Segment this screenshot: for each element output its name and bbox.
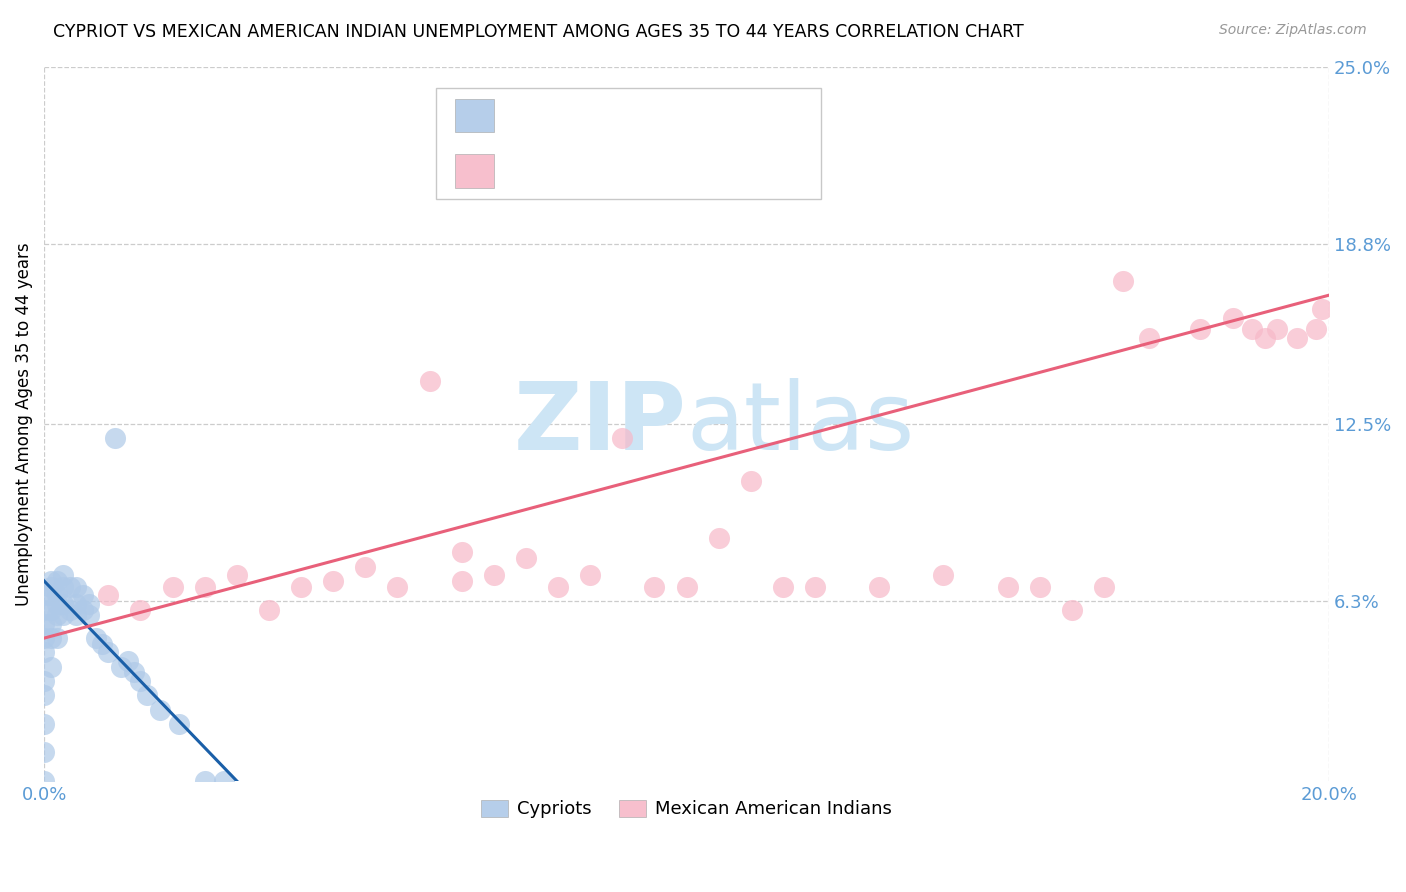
Point — [110, 659, 132, 673]
Point — [1060, 602, 1083, 616]
Point — [90, 637, 112, 651]
Point — [72, 588, 94, 602]
Point — [167, 716, 190, 731]
Point — [1112, 274, 1135, 288]
Point — [52, 568, 75, 582]
Point — [52, 597, 75, 611]
Point — [65, 608, 87, 623]
Point — [612, 431, 634, 445]
Point — [1312, 302, 1334, 317]
Point — [46, 597, 69, 611]
Point — [84, 631, 107, 645]
Point — [707, 531, 730, 545]
Point — [32, 631, 55, 645]
Point — [32, 602, 55, 616]
Point — [643, 580, 665, 594]
Point — [194, 774, 217, 789]
Point — [52, 608, 75, 623]
Point — [1222, 311, 1244, 326]
Point — [322, 574, 344, 588]
Point — [32, 645, 55, 659]
Point — [39, 602, 62, 616]
Point — [1240, 322, 1263, 336]
Point — [32, 716, 55, 731]
Point — [579, 568, 602, 582]
Point — [1029, 580, 1052, 594]
Point — [59, 602, 82, 616]
Point — [997, 580, 1019, 594]
Point — [194, 580, 217, 594]
Point — [387, 580, 409, 594]
Point — [1253, 331, 1275, 345]
Point — [97, 588, 120, 602]
Point — [32, 588, 55, 602]
Point — [46, 588, 69, 602]
Point — [162, 580, 184, 594]
Text: ZIP: ZIP — [513, 378, 686, 470]
Point — [515, 551, 537, 566]
Point — [65, 580, 87, 594]
Point — [46, 631, 69, 645]
Point — [77, 608, 100, 623]
Point — [868, 580, 890, 594]
Point — [482, 568, 505, 582]
Point — [39, 616, 62, 631]
Point — [59, 580, 82, 594]
Point — [450, 545, 472, 559]
Point — [1305, 322, 1327, 336]
Point — [39, 588, 62, 602]
Point — [740, 474, 762, 488]
Point — [39, 631, 62, 645]
Point — [354, 559, 377, 574]
Point — [32, 688, 55, 702]
Point — [117, 654, 139, 668]
Point — [32, 616, 55, 631]
Point — [39, 580, 62, 594]
Y-axis label: Unemployment Among Ages 35 to 44 years: Unemployment Among Ages 35 to 44 years — [15, 242, 32, 606]
Point — [46, 574, 69, 588]
Point — [97, 645, 120, 659]
Point — [225, 568, 247, 582]
Text: CYPRIOT VS MEXICAN AMERICAN INDIAN UNEMPLOYMENT AMONG AGES 35 TO 44 YEARS CORREL: CYPRIOT VS MEXICAN AMERICAN INDIAN UNEMP… — [53, 23, 1024, 41]
Point — [77, 597, 100, 611]
Point — [290, 580, 312, 594]
Point — [129, 602, 152, 616]
Point — [257, 602, 280, 616]
Point — [39, 574, 62, 588]
Point — [149, 702, 172, 716]
Point — [675, 580, 697, 594]
Point — [52, 580, 75, 594]
Point — [450, 574, 472, 588]
Point — [1189, 322, 1212, 336]
Point — [32, 774, 55, 789]
Point — [135, 688, 157, 702]
Point — [129, 673, 152, 688]
Point — [1267, 322, 1289, 336]
Point — [772, 580, 794, 594]
Point — [32, 673, 55, 688]
Legend: Cypriots, Mexican American Indians: Cypriots, Mexican American Indians — [474, 792, 898, 826]
Text: Source: ZipAtlas.com: Source: ZipAtlas.com — [1219, 23, 1367, 37]
Point — [65, 597, 87, 611]
Text: atlas: atlas — [686, 378, 915, 470]
Point — [32, 746, 55, 760]
Point — [419, 374, 441, 388]
Point — [1137, 331, 1160, 345]
Point — [1092, 580, 1115, 594]
Point — [212, 774, 235, 789]
Point — [122, 665, 145, 680]
Point — [104, 431, 127, 445]
Point — [547, 580, 569, 594]
Point — [72, 602, 94, 616]
Point — [1285, 331, 1308, 345]
Point — [46, 608, 69, 623]
Point — [39, 659, 62, 673]
Point — [804, 580, 827, 594]
Point — [932, 568, 955, 582]
